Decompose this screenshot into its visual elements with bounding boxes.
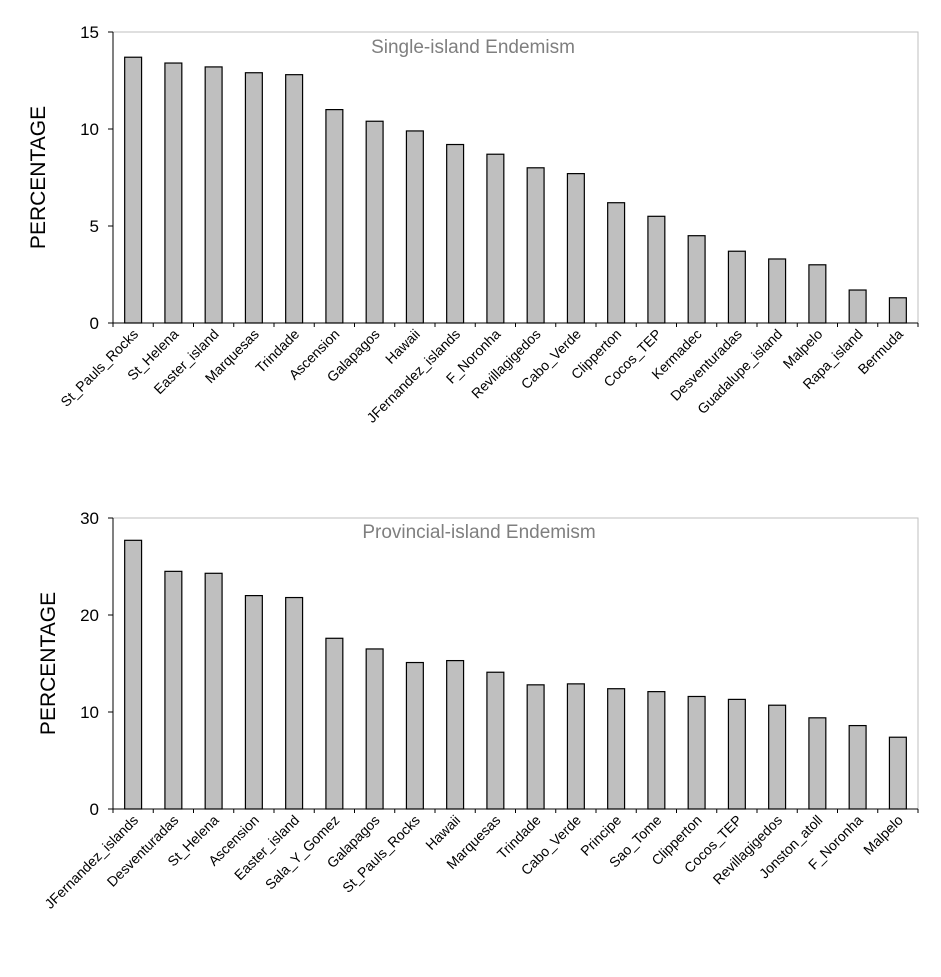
x-category-label: Desventuradas [104,812,182,890]
x-category-label: Revillagigedos [468,326,544,402]
chart-2: 0 10 20 30 Provincial-island Endemism PERCENT… [37,509,919,912]
bar-Trindade [285,74,304,324]
bar-St_Helena [204,572,223,810]
bar-Jonston_atoll [808,717,827,810]
bar-Marquesas [244,72,263,324]
bar-F_Noronha [486,153,505,324]
y-tick-label: 5 [90,217,99,236]
bar-Clipperton [607,202,626,324]
bar-St_Helena [164,62,183,324]
bar-St_Pauls_Rocks [124,56,143,324]
bar-Easter_island [204,66,223,324]
bar-Malpelo [888,736,907,810]
chart-title: Single-island Endemism [371,37,575,58]
bar-Desventuradas [727,250,746,324]
bar-Trindade [526,684,545,810]
bar-Guadalupe_island [768,258,787,324]
bar-Galapagos [365,120,384,324]
bar-Cocos_TEP [647,215,666,324]
bar-Sala_Y_Gomez [325,637,344,810]
bar-Cabo_Verde [566,683,585,810]
bar-Clipperton [687,695,706,810]
bar-St_Pauls_Rocks [405,661,424,810]
plot-frame [112,517,919,810]
y-tick-label: 30 [80,509,99,528]
bar-JFernandez_islands [446,143,465,324]
bar-Rapa_island [848,289,867,324]
bar-Revillagigedos [768,704,787,810]
y-tick-label: 15 [80,23,99,42]
bar-Galapagos [365,648,384,810]
y-axis-title: PERCENTAGE [37,592,60,735]
y-tick-label: 20 [80,606,99,625]
y-tick-label: 10 [80,703,99,722]
bar-Kermadec [687,235,706,324]
bar-Malpelo [808,264,827,324]
bar-F_Noronha [848,724,867,810]
bar-Hawaii [446,659,465,810]
bar-Bermuda [888,297,907,324]
bar-Ascension [244,594,263,810]
bar-JFernandez_islands [124,539,143,810]
x-category-label: Revillagigedos [710,812,786,888]
bar-Marquesas [486,671,505,810]
bar-Sao_Tome [647,691,666,810]
chart-title: Provincial-island Endemism [362,522,595,543]
y-axis-title: PERCENTAGE [27,106,50,249]
bar-Revillagigedos [526,167,545,324]
bar-Cabo_Verde [566,173,585,324]
y-tick-label: 0 [90,314,99,333]
bar-Cocos_TEP [727,698,746,810]
x-category-label: Bermuda [855,326,907,378]
bar-Ascension [325,108,344,324]
x-category-label: Desventuradas [667,326,745,404]
bar-Desventuradas [164,570,183,810]
bar-Principe [607,688,626,810]
x-category-label: Malpelo [860,812,906,858]
bar-Easter_island [285,596,304,810]
y-tick-label: 0 [90,800,99,819]
y-tick-label: 10 [80,120,99,139]
plot-frame [112,31,919,324]
bar-Hawaii [405,130,424,324]
